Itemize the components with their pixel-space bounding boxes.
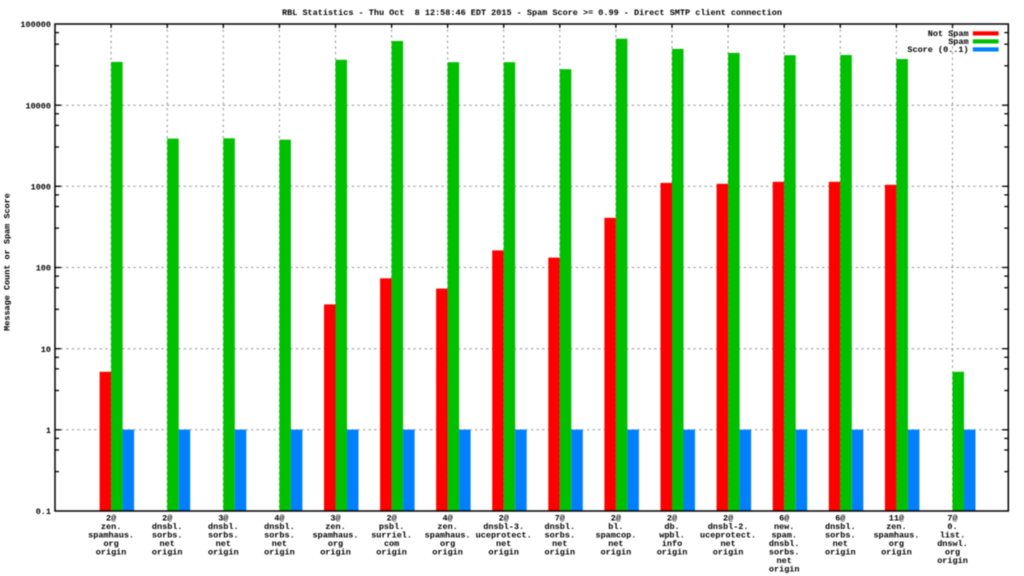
svg-text:origin: origin	[713, 548, 744, 558]
svg-text:net: net	[720, 539, 735, 549]
svg-text:com: com	[384, 539, 399, 549]
svg-text:origin: origin	[208, 548, 239, 558]
svg-text:6@: 6@	[835, 514, 845, 524]
svg-text:origin: origin	[152, 548, 183, 558]
svg-text:psbl.: psbl.	[379, 522, 405, 532]
svg-text:surriel.: surriel.	[371, 531, 412, 541]
svg-text:11@: 11@	[889, 514, 904, 524]
svg-text:origin: origin	[825, 548, 856, 558]
svg-text:dnsbl.: dnsbl.	[544, 522, 575, 532]
svg-text:origin: origin	[881, 548, 912, 558]
svg-text:list.: list.	[940, 531, 966, 541]
svg-text:zen.: zen.	[325, 522, 345, 532]
svg-text:dnsbl.: dnsbl.	[152, 522, 183, 532]
svg-text:Not Spam: Not Spam	[928, 29, 969, 39]
svg-text:0.: 0.	[947, 522, 957, 532]
svg-text:sorbs.: sorbs.	[208, 531, 239, 541]
svg-text:sorbs.: sorbs.	[544, 531, 575, 541]
svg-text:uceprotect.: uceprotect.	[476, 531, 532, 541]
svg-text:info: info	[662, 539, 682, 549]
svg-text:3@: 3@	[330, 514, 340, 524]
svg-text:origin: origin	[432, 548, 463, 558]
svg-text:net: net	[608, 539, 623, 549]
svg-text:7@: 7@	[947, 514, 957, 524]
svg-text:dnsbl-2.: dnsbl-2.	[708, 522, 749, 532]
svg-text:dnsbl-3.: dnsbl-3.	[483, 522, 524, 532]
svg-text:7@: 7@	[555, 514, 565, 524]
svg-text:2@: 2@	[667, 514, 677, 524]
svg-text:sorbs.: sorbs.	[825, 531, 856, 541]
svg-text:net: net	[216, 539, 231, 549]
svg-text:Spam: Spam	[948, 37, 968, 47]
svg-text:4@: 4@	[442, 514, 452, 524]
svg-text:sorbs.: sorbs.	[769, 548, 800, 558]
svg-text:net: net	[272, 539, 287, 549]
svg-text:spamcop.: spamcop.	[595, 531, 636, 541]
svg-text:dnsbl.: dnsbl.	[825, 522, 856, 532]
svg-text:RBL Statistics - Thu Oct 8 12: RBL Statistics - Thu Oct 8 12:58:46 EDT …	[282, 8, 782, 18]
svg-text:origin: origin	[657, 548, 688, 558]
svg-text:0.1: 0.1	[36, 507, 51, 517]
svg-text:org: org	[328, 539, 343, 549]
svg-text:100: 100	[36, 264, 51, 274]
svg-text:origin: origin	[937, 556, 968, 566]
svg-text:10: 10	[41, 345, 51, 355]
svg-text:net: net	[833, 539, 848, 549]
svg-text:2@: 2@	[499, 514, 509, 524]
svg-text:bl.: bl.	[608, 522, 623, 532]
svg-text:dnsbl.: dnsbl.	[769, 539, 800, 549]
svg-text:3@: 3@	[218, 514, 228, 524]
svg-text:org: org	[945, 548, 960, 558]
svg-text:spamhaus.: spamhaus.	[425, 531, 471, 541]
svg-text:2@: 2@	[106, 514, 116, 524]
svg-text:4@: 4@	[274, 514, 284, 524]
svg-text:dnsbl.: dnsbl.	[264, 522, 295, 532]
svg-text:spam.: spam.	[771, 531, 797, 541]
svg-text:origin: origin	[264, 548, 295, 558]
svg-text:origin: origin	[544, 548, 575, 558]
svg-text:1: 1	[46, 426, 51, 436]
svg-text:org: org	[103, 539, 118, 549]
svg-text:zen.: zen.	[101, 522, 121, 532]
svg-text:spamhaus.: spamhaus.	[88, 531, 134, 541]
svg-text:origin: origin	[96, 548, 127, 558]
svg-text:wpbl.: wpbl.	[659, 531, 685, 541]
svg-text:sorbs.: sorbs.	[152, 531, 183, 541]
svg-text:net: net	[496, 539, 511, 549]
svg-text:Message Count or Spam Score: Message Count or Spam Score	[3, 193, 13, 331]
svg-text:origin: origin	[488, 548, 519, 558]
svg-text:dnsbl.: dnsbl.	[208, 522, 239, 532]
svg-text:origin: origin	[601, 548, 632, 558]
svg-text:net: net	[777, 556, 792, 566]
svg-text:1000: 1000	[31, 183, 51, 193]
svg-text:2@: 2@	[162, 514, 172, 524]
svg-text:org: org	[440, 539, 455, 549]
svg-text:net: net	[552, 539, 567, 549]
svg-text:2@: 2@	[386, 514, 396, 524]
svg-text:spamhaus.: spamhaus.	[313, 531, 359, 541]
svg-text:zen.: zen.	[437, 522, 457, 532]
svg-text:sorbs.: sorbs.	[264, 531, 295, 541]
svg-text:100000: 100000	[20, 20, 51, 30]
svg-text:10000: 10000	[25, 101, 51, 111]
svg-text:Score (0..1): Score (0..1)	[907, 45, 968, 55]
svg-text:uceprotect.: uceprotect.	[700, 531, 756, 541]
svg-text:2@: 2@	[723, 514, 733, 524]
svg-text:origin: origin	[376, 548, 407, 558]
svg-text:spamhaus.: spamhaus.	[873, 531, 919, 541]
svg-text:db.: db.	[664, 522, 679, 532]
svg-text:6@: 6@	[779, 514, 789, 524]
svg-text:dnswl.: dnswl.	[937, 539, 968, 549]
svg-text:org: org	[889, 539, 904, 549]
svg-text:new.: new.	[774, 522, 794, 532]
svg-text:origin: origin	[769, 565, 800, 575]
svg-text:zen.: zen.	[886, 522, 906, 532]
svg-text:2@: 2@	[611, 514, 621, 524]
svg-text:net: net	[160, 539, 175, 549]
svg-text:origin: origin	[320, 548, 351, 558]
